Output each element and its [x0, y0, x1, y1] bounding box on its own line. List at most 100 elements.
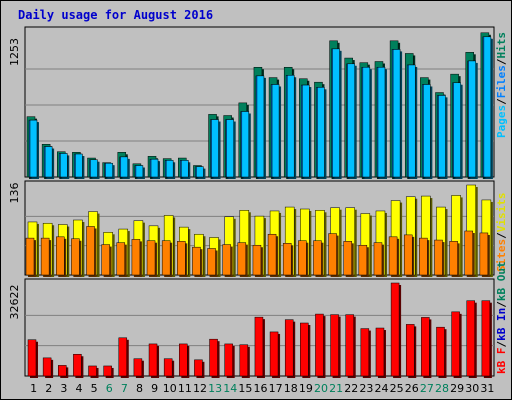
bar-pages [453, 82, 461, 178]
bar-kbin [148, 343, 158, 377]
bar-sites [116, 242, 126, 276]
legend-kbf: kB F [495, 348, 508, 375]
x-tick-label: 17 [269, 382, 283, 395]
legend-files: Files [495, 65, 508, 98]
bar-pages [332, 48, 340, 178]
bar-kbin [284, 319, 294, 377]
x-tick-label: 26 [405, 382, 419, 395]
bar-kbin [405, 324, 415, 377]
x-tick-label: 20 [314, 382, 328, 395]
legend-sep: / [495, 301, 508, 308]
chart-title: Daily usage for August 2016 [18, 8, 213, 22]
ymax-label-hits: 1253 [8, 38, 21, 66]
legend-pages: Pages [495, 105, 508, 138]
x-tick-label: 28 [435, 382, 449, 395]
bar-kbin [345, 314, 354, 377]
bar-kbin [315, 313, 324, 377]
bar-kbin [88, 365, 97, 377]
bar-pages [105, 162, 113, 178]
bar-sites [464, 230, 473, 276]
bar-sites [479, 232, 489, 276]
legend-visits-sites: Sites/Visits [495, 193, 508, 273]
x-tick-label: 7 [121, 382, 128, 395]
x-tick-label: 12 [193, 382, 207, 395]
x-tick-label: 18 [284, 382, 298, 395]
x-tick-label: 6 [106, 382, 113, 395]
x-tick-label: 25 [390, 382, 404, 395]
legend-sep: / [495, 232, 508, 239]
bar-sites [131, 239, 141, 276]
bar-kbin [466, 300, 475, 377]
bar-sites [40, 237, 50, 276]
legend-hits: Hits [495, 32, 508, 59]
bar-kbin [179, 343, 188, 377]
bar-pages [407, 64, 416, 178]
bar-kbin [133, 358, 143, 377]
bar-sites [358, 244, 368, 276]
bar-pages [165, 160, 174, 178]
bar-pages [196, 166, 204, 178]
bar-sites [419, 237, 428, 276]
bar-kbin [360, 328, 370, 377]
bar-sites [101, 244, 110, 276]
legend-kbin: kB In [495, 308, 508, 341]
bar-pages [317, 87, 325, 178]
bar-pages [29, 119, 38, 178]
bar-pages [392, 49, 401, 178]
legend-kbout: kB Out [495, 261, 508, 301]
bar-sites [267, 233, 277, 276]
legend-sep: / [495, 98, 508, 105]
legend-sep: / [495, 341, 508, 348]
bar-pages [423, 84, 431, 178]
x-tick-label: 23 [359, 382, 373, 395]
x-tick-label: 30 [465, 382, 479, 395]
bar-sites [403, 234, 413, 276]
x-tick-label: 19 [299, 382, 313, 395]
x-tick-label: 13 [208, 382, 222, 395]
bar-sites [56, 236, 65, 276]
bar-sites [86, 226, 95, 276]
bar-pages [347, 63, 355, 178]
bar-pages [120, 156, 129, 178]
x-tick-label: 5 [91, 382, 98, 395]
x-tick-label: 24 [375, 382, 389, 395]
bar-kbin [209, 338, 218, 377]
bar-sites [343, 241, 352, 276]
bar-pages [135, 165, 144, 178]
x-tick-label: 14 [223, 382, 237, 395]
bar-kbin [375, 327, 385, 377]
legend-hits-files-pages: Pages/Files/Hits [495, 32, 508, 138]
x-tick-label: 2 [45, 382, 52, 395]
x-tick-label: 16 [254, 382, 268, 395]
bar-pages [211, 119, 219, 178]
bar-sites [161, 240, 171, 276]
x-tick-label: 29 [450, 382, 464, 395]
bar-pages [150, 158, 159, 178]
bar-kbin [421, 317, 430, 377]
bar-sites [298, 240, 307, 276]
bar-sites [373, 242, 383, 276]
bar-pages [44, 146, 53, 178]
bar-kbin [73, 353, 82, 377]
bar-pages [377, 66, 386, 178]
legend-sites: Sites [495, 239, 508, 272]
x-tick-label: 22 [344, 382, 358, 395]
bar-pages [226, 119, 234, 178]
bar-pages [468, 60, 476, 178]
x-tick-label: 9 [151, 382, 158, 395]
bar-sites [313, 240, 322, 276]
bar-sites [282, 243, 292, 276]
bar-pages [302, 84, 310, 178]
bar-kbin [390, 282, 400, 377]
bar-kbin [269, 331, 279, 377]
bar-kbin [330, 314, 339, 377]
x-tick-label: 3 [60, 382, 67, 395]
x-tick-label: 4 [75, 382, 82, 395]
bar-kbin [300, 322, 309, 377]
bar-kbin [103, 365, 112, 377]
bar-sites [449, 241, 458, 276]
bar-sites [434, 239, 443, 276]
x-tick-label: 10 [163, 382, 177, 395]
bar-pages [75, 153, 83, 178]
x-tick-label: 11 [178, 382, 192, 395]
